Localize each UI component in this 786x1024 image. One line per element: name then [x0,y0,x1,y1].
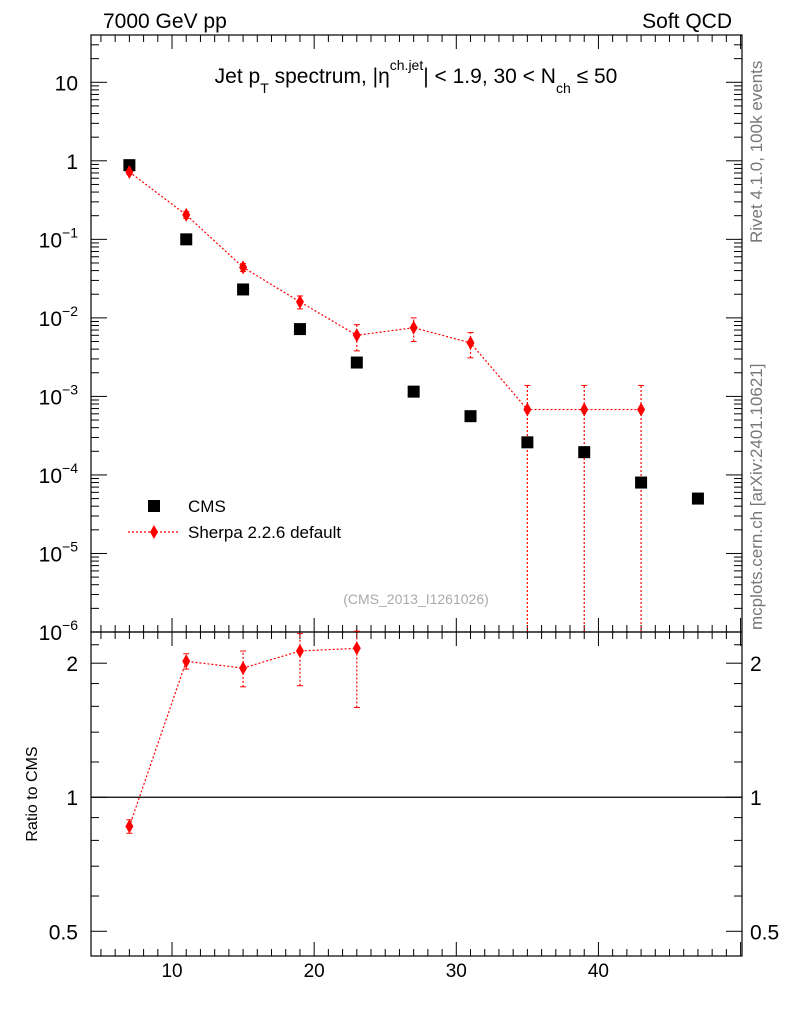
legend-cms-label: CMS [188,497,226,516]
y-tick-label: 1 [66,151,78,174]
ratio-y-tick-label: 2 [66,653,78,676]
y-tick-label: 10−1 [39,224,79,252]
ratio-markers [125,641,361,834]
ratio-point [182,654,191,669]
cms-point [407,385,420,398]
cms-point [180,233,193,246]
x-tick-labels: 10 20 30 40 [161,961,609,982]
ratio-point [239,661,248,676]
ratio-y-axis-label: Ratio to CMS [24,746,41,841]
cms-point [691,492,704,505]
sherpa-point [523,402,532,417]
sherpa-point [466,335,475,350]
y-tick-label: 10−4 [39,460,79,488]
ratio-y-tick-label-right: 1 [750,787,762,810]
ratio-point [125,819,134,834]
main-plot-frame [90,34,743,633]
cms-markers [123,159,704,505]
y-tick-label: 10−5 [39,538,79,566]
sherpa-point [125,165,134,180]
x-tick-label: 40 [588,961,609,982]
sherpa-point [580,402,589,417]
sherpa-point [239,260,248,275]
sherpa-point [637,402,646,417]
sherpa-error-bars [126,169,645,632]
sherpa-point [295,294,304,309]
analysis-id: (CMS_2013_I1261026) [343,591,489,607]
main-title: Jet pT spectrum, |ηch.jet| < 1.9, 30 < N… [215,57,618,96]
legend-sherpa-marker [150,525,158,539]
ratio-axis-ticks [91,632,742,956]
ratio-line-path [128,647,357,827]
sherpa-markers [125,165,646,417]
y-tick-label: 10 [55,72,78,95]
ratio-y-tick-labels: 2 2 1 1 0.5 0.5 [49,653,779,944]
main-panel: Jet pT spectrum, |ηch.jet| < 1.9, 30 < N… [39,34,743,645]
main-y-tick-labels: 10 1 10−1 10−2 10−3 10−4 10−5 10−6 [39,72,79,645]
legend-sherpa-label: Sherpa 2.2.6 default [188,523,341,542]
cms-point [635,476,648,489]
category-label: Soft QCD [642,10,732,33]
cms-point [521,436,534,449]
legend-cms-marker [148,500,160,512]
sherpa-line [129,171,642,411]
ratio-y-tick-label-right: 0.5 [750,921,779,944]
cms-point [464,410,477,423]
ratio-y-tick-label-right: 2 [750,653,762,676]
ratio-y-tick-label: 0.5 [49,921,78,944]
y-tick-label: 10−6 [39,617,79,645]
cms-point [350,356,363,369]
ratio-y-tick-label: 1 [66,787,78,810]
cms-point [293,323,306,336]
ratio-plot-frame [90,631,743,957]
y-tick-label: 10−3 [39,381,79,409]
main-axis-ticks [91,34,742,633]
sherpa-line-path [129,171,642,411]
legend: CMS Sherpa 2.2.6 default [128,497,341,542]
cms-point [578,446,591,459]
ratio-line [128,647,357,827]
sherpa-point [182,207,191,222]
ratio-point [352,641,361,656]
energy-label: 7000 GeV pp [103,10,227,33]
ratio-panel: 2 2 1 1 0.5 0.5 10 20 30 40 Ratio to CMS [24,630,779,982]
sherpa-point [409,320,418,335]
ratio-point [295,644,304,659]
sherpa-point [352,328,361,343]
x-tick-label: 20 [304,961,325,982]
x-tick-label: 30 [446,961,467,982]
y-tick-label: 10−2 [39,303,79,331]
cms-point [237,283,250,296]
x-tick-label: 10 [161,961,182,982]
